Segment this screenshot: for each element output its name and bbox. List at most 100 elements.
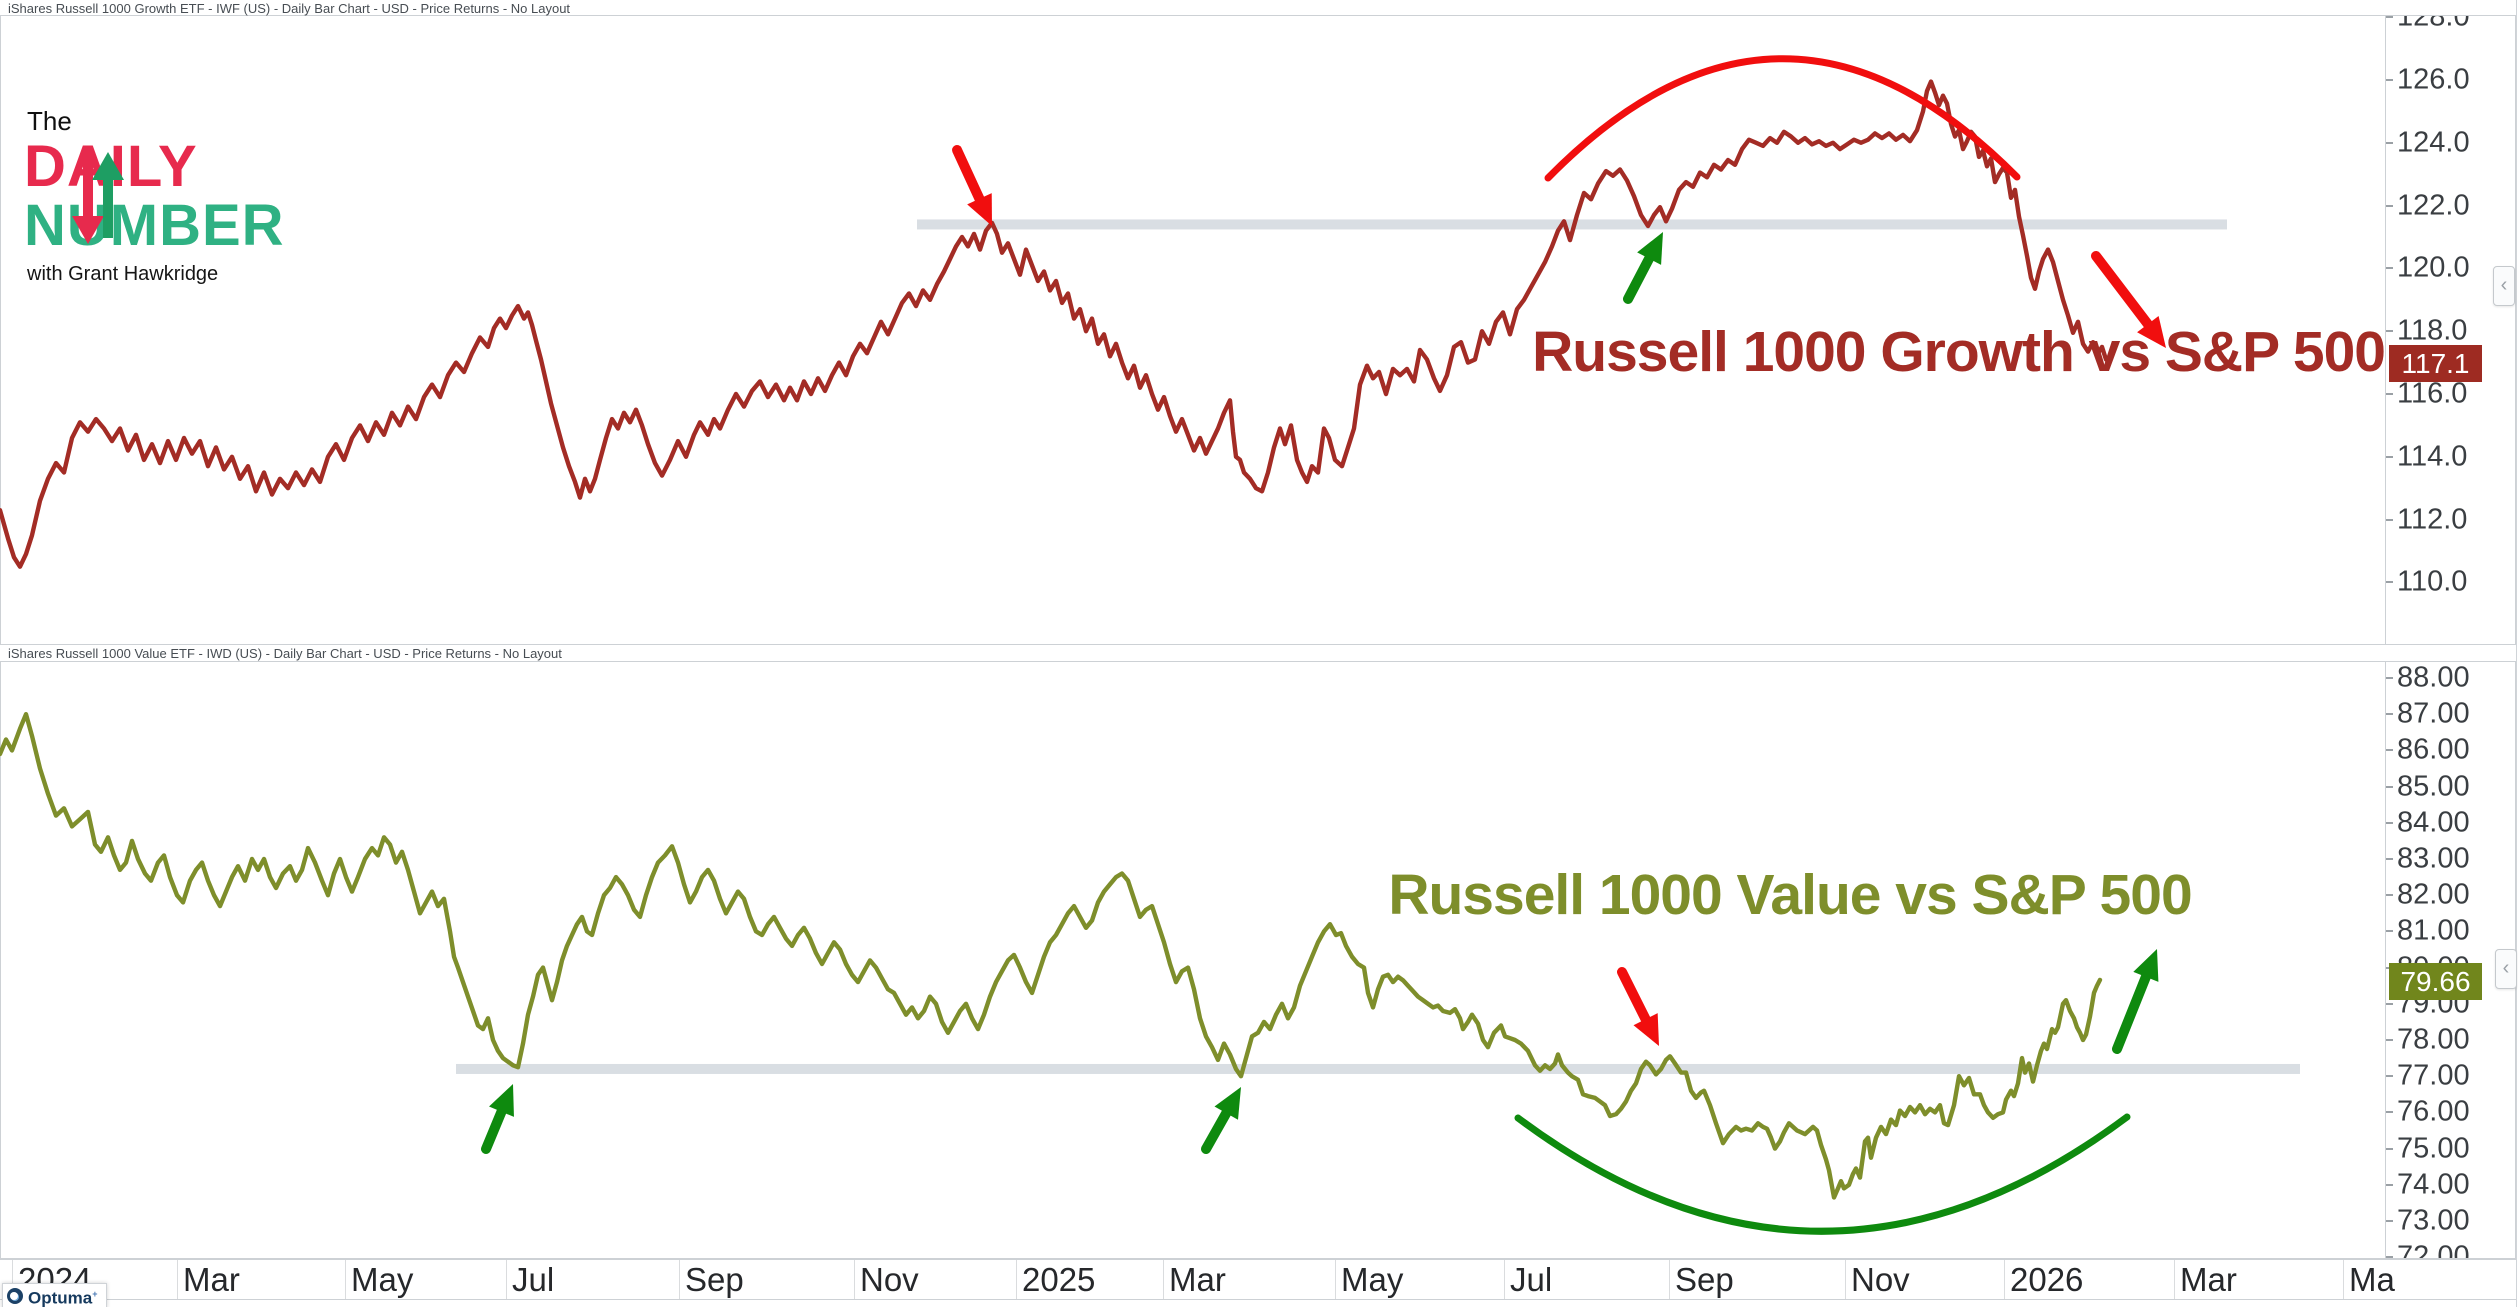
growth-red-arrow-1-head[interactable] <box>967 193 992 226</box>
y-tick-mark <box>2386 1220 2393 1222</box>
y-tick-mark <box>2386 1256 2393 1258</box>
value-axis-collapse-button[interactable]: ‹ <box>2495 949 2517 989</box>
x-axis-separator <box>12 1260 13 1299</box>
value-green-arrow-1[interactable] <box>481 1106 507 1154</box>
growth-red-arrow-3[interactable] <box>2091 251 2153 330</box>
y-tick-label: 85.00 <box>2397 770 2470 803</box>
y-tick-mark <box>2386 1002 2393 1005</box>
x-axis-separator <box>506 1260 507 1299</box>
value-chart-header: iShares Russell 1000 Value ETF - IWD (US… <box>8 646 562 661</box>
saucer-arc-annotation[interactable] <box>1514 1113 2131 1235</box>
y-tick-label: 75.00 <box>2397 1132 2470 1165</box>
x-axis-label: 2026 <box>2010 1261 2084 1298</box>
value-green-arrow-4[interactable] <box>2112 971 2151 1054</box>
x-axis-label: Ma <box>2349 1261 2395 1298</box>
growth-green-arrow-2[interactable] <box>1623 253 1655 304</box>
y-tick-label: 72.00 <box>2397 1240 2470 1258</box>
y-tick-mark <box>2386 930 2393 933</box>
x-axis-separator <box>2174 1260 2175 1299</box>
x-axis-separator <box>1504 1260 1505 1299</box>
x-axis-separator <box>1669 1260 1670 1299</box>
x-axis-separator <box>1016 1260 1017 1299</box>
y-tick-mark <box>2386 1075 2393 1078</box>
growth-price-line[interactable] <box>0 79 2109 569</box>
x-axis-label: Jul <box>1510 1261 1553 1298</box>
y-tick-mark <box>2386 713 2393 716</box>
y-tick-label: 120.0 <box>2397 251 2470 284</box>
y-tick-label: 112.0 <box>2397 503 2468 536</box>
value-price-line[interactable] <box>0 712 2103 1200</box>
value-red-arrow-3[interactable] <box>1617 967 1651 1025</box>
dome-arc-annotation[interactable] <box>1544 55 2021 182</box>
y-tick-label: 82.00 <box>2397 878 2470 911</box>
x-axis-label: Nov <box>860 1261 919 1298</box>
value-green-arrow-2[interactable] <box>1201 1108 1232 1154</box>
value-green-arrow-4-head[interactable] <box>2133 949 2159 982</box>
value-last-price-badge: 79.66 <box>2389 963 2482 1000</box>
growth-axis-collapse-button[interactable]: ‹ <box>2493 266 2515 306</box>
y-tick-mark <box>2386 267 2393 270</box>
x-axis-separator <box>345 1260 346 1299</box>
y-tick-label: 128.0 <box>2397 16 2470 33</box>
growth-title: Russell 1000 Growth vs S&P 500 <box>1532 320 2386 384</box>
optuma-label: Optuma+ <box>28 1288 98 1307</box>
x-axis-separator <box>1335 1260 1336 1299</box>
y-tick-mark <box>2386 677 2393 679</box>
y-tick-mark <box>2386 16 2393 19</box>
y-tick-label: 83.00 <box>2397 842 2470 875</box>
value-green-arrow-2-head[interactable] <box>1214 1087 1241 1120</box>
y-tick-mark <box>2386 1039 2393 1041</box>
growth-resistance-line[interactable] <box>917 219 2227 230</box>
growth-green-arrow-2-head[interactable] <box>1637 232 1663 265</box>
y-tick-mark <box>2386 455 2393 458</box>
value-title: Russell 1000 Value vs S&P 500 <box>1388 863 2192 927</box>
y-tick-label: 122.0 <box>2397 189 2470 222</box>
logo-the: The <box>27 106 72 136</box>
y-tick-label: 77.00 <box>2397 1059 2470 1092</box>
y-tick-label: 114.0 <box>2397 440 2468 473</box>
y-tick-mark <box>2386 204 2393 207</box>
growth-red-arrow-1[interactable] <box>952 145 985 204</box>
logo-tagline: with Grant Hawkridge <box>27 263 219 286</box>
x-axis-separator <box>854 1260 855 1299</box>
x-axis-label: Mar <box>1169 1261 1226 1298</box>
optuma-logo[interactable]: Optuma+ <box>2 1283 107 1307</box>
growth-y-axis[interactable]: 128.0 126.0 124.0 122.0 120.0 118.0 116.0 114.0… <box>2385 16 2518 644</box>
y-tick-mark <box>2386 393 2393 395</box>
y-tick-mark <box>2386 141 2393 144</box>
window-right-border <box>2516 0 2517 1307</box>
x-axis-separator <box>1163 1260 1164 1299</box>
y-tick-label: 124.0 <box>2397 126 2470 159</box>
value-support-line[interactable] <box>456 1063 2300 1074</box>
x-axis-separator <box>177 1260 178 1299</box>
value-axis-divider <box>2385 661 2386 1259</box>
x-axis-label: May <box>351 1261 414 1298</box>
growth-axis-divider <box>2385 15 2386 645</box>
x-axis-separator <box>2343 1260 2344 1299</box>
y-tick-label: 110.0 <box>2397 565 2468 598</box>
x-axis-separator <box>679 1260 680 1299</box>
y-tick-mark <box>2386 1183 2393 1186</box>
value-red-arrow-3-head[interactable] <box>1633 1013 1659 1046</box>
y-tick-mark <box>2386 821 2393 824</box>
y-tick-mark <box>2386 894 2393 897</box>
x-axis-label: Mar <box>2180 1261 2237 1298</box>
x-axis-label: Mar <box>183 1261 240 1298</box>
x-axis-separator <box>2004 1260 2005 1299</box>
optuma-trademark: + <box>92 1288 98 1299</box>
x-axis[interactable]: 2024 Mar May Jul Sep Nov 2025 Mar May Jul Sep Nov 20… <box>0 1259 2516 1300</box>
y-tick-mark <box>2386 79 2393 81</box>
value-green-arrow-1-head[interactable] <box>489 1084 514 1117</box>
y-tick-label: 126.0 <box>2397 63 2470 96</box>
y-tick-label: 86.00 <box>2397 733 2470 766</box>
y-tick-label: 76.00 <box>2397 1095 2470 1128</box>
logo-number: NUMBER <box>24 193 285 259</box>
y-tick-mark <box>2386 749 2393 752</box>
y-tick-label: 116.0 <box>2397 377 2468 410</box>
growth-red-arrow-3-head[interactable] <box>2137 315 2166 348</box>
growth-last-price-badge: 117.1 <box>2389 345 2482 382</box>
y-tick-mark <box>2386 330 2393 333</box>
y-tick-label: 73.00 <box>2397 1204 2470 1237</box>
